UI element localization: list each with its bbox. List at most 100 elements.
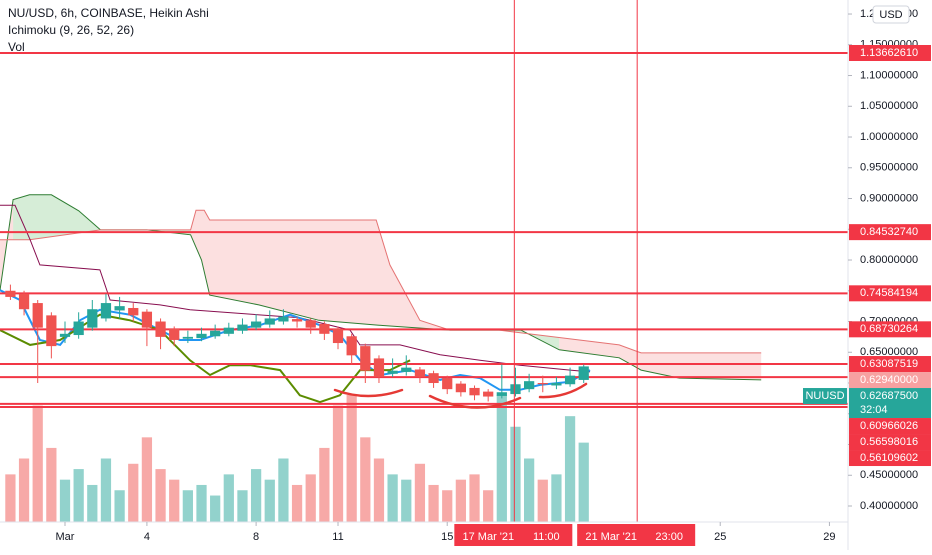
annotation-arc	[428, 394, 522, 409]
candle-body	[551, 383, 562, 386]
volume-bar	[551, 474, 562, 522]
candle-body	[428, 373, 439, 384]
volume-bar	[564, 416, 576, 522]
candle-body	[210, 330, 221, 337]
level-label: 0.60966026	[860, 420, 918, 432]
level-label-box	[849, 285, 931, 302]
candle-body	[128, 307, 139, 316]
crosshair-label-box	[577, 524, 696, 546]
volume-bar	[264, 479, 275, 522]
candle-body	[483, 391, 494, 397]
candle-body	[414, 369, 426, 377]
candle-body	[360, 346, 371, 371]
candle-body	[114, 306, 125, 311]
crosshair-time: 11:00	[533, 531, 560, 543]
level-label: 0.56109602	[860, 452, 918, 464]
level-label-box	[849, 321, 931, 338]
volume-bar	[387, 474, 398, 522]
symbol-label: NUUSD	[805, 390, 844, 402]
level-label-box	[849, 44, 931, 61]
time-axis	[0, 522, 848, 550]
x-tick-label: 29	[823, 531, 835, 543]
y-tick-label: 0.90000000	[860, 192, 918, 204]
x-tick-label: 11	[332, 531, 343, 543]
chart-title: NU/USD, 6h, COINBASE, Heikin Ashi	[8, 6, 209, 20]
candle-body	[305, 320, 316, 328]
candle-body	[346, 336, 357, 356]
volume-bar	[469, 474, 480, 522]
volume-bar	[428, 484, 439, 522]
x-tick-label: 8	[253, 531, 259, 543]
level-label: 0.74584194	[860, 287, 918, 299]
candle-body	[524, 381, 535, 390]
volume-bar	[578, 442, 589, 522]
x-tick-label: 4	[144, 531, 150, 543]
indicator-line	[0, 194, 762, 381]
level-label: 1.13662610	[860, 47, 918, 59]
volume-bar	[442, 490, 453, 522]
candle-body	[18, 293, 30, 310]
hl-label-box	[849, 372, 931, 389]
indicator-line	[0, 289, 591, 391]
candle-body	[87, 309, 98, 328]
volume-bar	[496, 395, 507, 522]
candle-body	[73, 321, 84, 336]
symbol-box	[803, 388, 847, 405]
ichimoku-cloud	[190, 210, 450, 331]
volume-bar	[59, 479, 71, 522]
volume-bar	[32, 405, 43, 522]
candle-body	[578, 366, 589, 380]
volume-bar	[196, 484, 207, 522]
candle-body	[141, 311, 153, 328]
level-label-box	[849, 434, 931, 451]
indicator-line	[0, 313, 411, 404]
candle-body	[59, 333, 71, 337]
x-tick-label: Mar	[56, 531, 75, 543]
candle-body	[537, 383, 548, 385]
indicator-label: Vol	[8, 40, 25, 54]
volume-bar	[373, 458, 385, 522]
volume-bar	[291, 484, 303, 522]
candle-body	[223, 327, 234, 334]
volume-bar	[210, 495, 221, 522]
currency-box	[872, 5, 910, 24]
volume-bar	[319, 447, 330, 522]
candle-body	[442, 378, 453, 390]
candle-body	[319, 323, 330, 334]
candle-body	[291, 319, 303, 322]
candle-body	[155, 321, 166, 337]
candle-body	[196, 333, 207, 339]
candle-body	[332, 328, 344, 344]
candle-body	[455, 383, 466, 393]
ichimoku-cloud	[449, 330, 560, 350]
countdown: 32:04	[860, 404, 888, 416]
candle-body	[387, 370, 398, 374]
volume-bar	[128, 463, 139, 522]
candle-body	[264, 318, 275, 325]
volume-bar	[524, 458, 535, 522]
volume-bar	[87, 484, 98, 522]
level-label-box	[849, 356, 931, 373]
volume-bar	[455, 479, 466, 522]
level-label-box	[849, 224, 931, 241]
candle-body	[169, 328, 180, 340]
volume-bar	[360, 437, 371, 522]
hl-label: 0.62940000	[860, 374, 918, 386]
volume-bar	[414, 463, 426, 522]
currency-label: USD	[879, 9, 902, 21]
ichimoku-cloud	[559, 337, 762, 380]
volume-bar	[169, 479, 180, 522]
volume-bar	[401, 479, 412, 522]
volume-bar	[305, 474, 316, 522]
y-tick-label: 1.10000000	[860, 69, 918, 81]
y-tick-label: 0.40000000	[860, 500, 918, 512]
volume-bar	[223, 474, 234, 522]
level-label: 0.56598016	[860, 436, 918, 448]
volume-bar	[155, 469, 166, 522]
level-label: 0.84532740	[860, 226, 918, 238]
candle-body	[469, 387, 480, 396]
candle-body	[100, 303, 112, 319]
last-label: 0.62687500	[860, 390, 918, 402]
volume-bar	[5, 474, 16, 522]
